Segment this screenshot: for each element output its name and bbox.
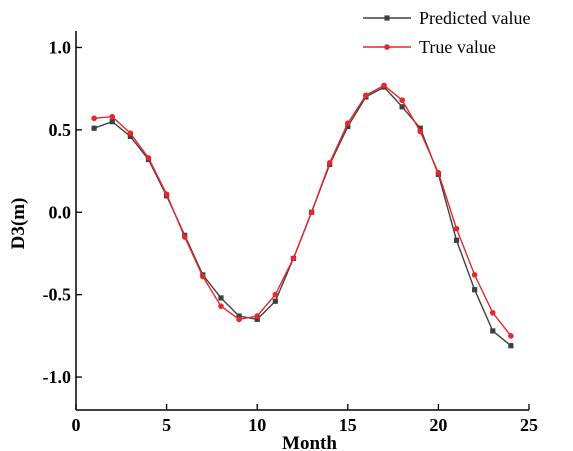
predicted-point [127,133,133,140]
predicted-point [109,119,115,125]
x-tick-label: 0 [72,415,81,435]
true-point [453,225,460,232]
true-point [91,115,97,122]
x-tick-label: 20 [429,415,447,435]
predicted-point [472,287,478,293]
predicted-point [236,313,242,319]
predicted-point [490,328,496,334]
true-point [181,234,188,240]
predicted-point [91,125,97,131]
y-tick-label: 0.0 [49,202,72,222]
predicted-series [91,84,514,349]
true-point [236,316,242,323]
true-point [489,309,496,316]
predicted-point [508,343,514,349]
predicted-point [453,237,460,243]
x-tick-label: 5 [162,415,171,435]
true-point [363,92,369,99]
y-tick-label: 1.0 [49,37,72,57]
y-tick-label: 0.5 [49,120,72,140]
true-point [163,191,170,197]
true-point [471,272,478,278]
true-point [200,273,206,280]
predicted-point [218,295,224,301]
legend-label: Predicted value [419,8,530,28]
axes: 0 5 10 15 20 25 -1.0 -0.5 0.0 0.5 1.0 [43,31,538,435]
true-point [435,169,442,176]
predicted-point [272,298,278,304]
true-point [417,128,424,135]
true-point [218,303,224,309]
true-point [384,44,390,50]
legend-item-predicted: Predicted value [363,8,530,28]
true-point [254,313,260,319]
x-tick-label: 15 [339,415,357,435]
legend: Predicted value True value [363,8,530,57]
predicted-point [384,15,390,21]
true-point [290,255,297,262]
y-tick-label: -1.0 [43,367,72,387]
x-tick-label: 25 [520,415,538,435]
x-axis-title: Month [282,433,337,451]
true-point [381,82,387,89]
predicted-line [93,86,512,347]
y-axis-title: D3(m) [8,198,29,250]
true-point [326,160,333,166]
legend-item-true: True value [363,37,496,57]
x-tick-label: 10 [248,415,266,435]
true-point [308,209,315,216]
series-layer [91,82,514,349]
true-point [109,113,116,120]
y-tick-label: -0.5 [43,285,72,305]
true-point [399,97,405,104]
predicted-point [417,125,423,131]
true-point [508,333,514,339]
true-point [272,291,279,298]
true-point [127,130,134,136]
predicted-point [254,316,260,322]
true-line [94,84,512,337]
true-point [145,155,152,161]
predicted-point [345,123,351,130]
true-point [345,120,351,127]
predicted-point [399,104,405,110]
true-series [91,82,514,339]
legend-label: True value [419,37,496,57]
